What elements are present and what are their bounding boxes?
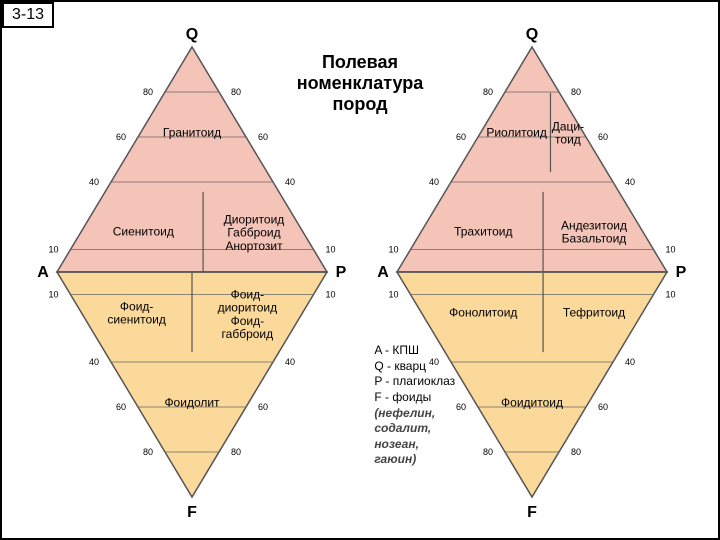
diagram-title: Полеваяноменклатурапород [297, 52, 424, 115]
svg-text:80: 80 [143, 447, 153, 457]
svg-text:80: 80 [231, 87, 241, 97]
svg-text:P: P [336, 264, 347, 281]
legend: A - КПШ Q - кварц P - плагиоклаз F - фои… [374, 343, 455, 468]
svg-text:60: 60 [456, 402, 466, 412]
svg-text:40: 40 [625, 177, 635, 187]
svg-text:Тефритоид: Тефритоид [563, 306, 625, 320]
svg-text:Q: Q [526, 26, 538, 43]
legend-a: A - КПШ [374, 343, 455, 359]
svg-text:P: P [676, 264, 687, 281]
svg-text:40: 40 [89, 357, 99, 367]
svg-text:ДиоритоидГабброидАнортозит: ДиоритоидГабброидАнортозит [224, 213, 285, 253]
svg-text:80: 80 [483, 87, 493, 97]
svg-text:60: 60 [598, 402, 608, 412]
svg-text:40: 40 [625, 357, 635, 367]
svg-text:40: 40 [89, 177, 99, 187]
svg-text:60: 60 [116, 402, 126, 412]
svg-text:40: 40 [285, 357, 295, 367]
svg-text:10: 10 [48, 245, 58, 255]
svg-text:10: 10 [388, 290, 398, 300]
diagram-frame: 3-13 Полеваяноменклатурапород Q A P F 10 10 10… [0, 0, 720, 540]
svg-text:10: 10 [48, 290, 58, 300]
svg-text:Гранитоид: Гранитоид [163, 126, 221, 140]
svg-text:80: 80 [571, 87, 581, 97]
svg-text:10: 10 [388, 245, 398, 255]
svg-text:A: A [377, 264, 389, 281]
svg-text:Трахитоид: Трахитоид [454, 225, 512, 239]
svg-text:F: F [187, 504, 197, 521]
svg-text:Фоидолит: Фоидолит [164, 396, 220, 410]
svg-text:A: A [37, 264, 49, 281]
legend-f: F - фоиды [374, 390, 455, 406]
legend-q: Q - кварц [374, 359, 455, 375]
svg-text:Q: Q [186, 26, 198, 43]
svg-text:40: 40 [429, 177, 439, 187]
svg-text:60: 60 [598, 132, 608, 142]
svg-text:Сиенитоид: Сиенитоид [113, 225, 174, 239]
legend-foids-note: (нефелин,содалит,нозеан,гаюин) [374, 406, 455, 468]
svg-text:80: 80 [231, 447, 241, 457]
svg-text:60: 60 [258, 402, 268, 412]
svg-text:60: 60 [258, 132, 268, 142]
svg-text:Фонолитоид: Фонолитоид [449, 306, 517, 320]
svg-text:Фоидитоид: Фоидитоид [501, 396, 563, 410]
svg-text:80: 80 [571, 447, 581, 457]
svg-text:Даци-тоид: Даци-тоид [552, 120, 584, 147]
svg-text:60: 60 [116, 132, 126, 142]
legend-p: P - плагиоклаз [374, 374, 455, 390]
svg-text:10: 10 [326, 245, 336, 255]
page-tag: 3-13 [2, 2, 54, 28]
svg-text:F: F [527, 504, 537, 521]
svg-text:60: 60 [456, 132, 466, 142]
svg-text:10: 10 [666, 245, 676, 255]
svg-text:Риолитоид: Риолитоид [486, 126, 547, 140]
svg-text:80: 80 [143, 87, 153, 97]
svg-text:80: 80 [483, 447, 493, 457]
svg-text:40: 40 [285, 177, 295, 187]
svg-text:АндезитоидБазальтоид: АндезитоидБазальтоид [561, 219, 627, 246]
svg-text:10: 10 [326, 290, 336, 300]
svg-text:10: 10 [666, 290, 676, 300]
